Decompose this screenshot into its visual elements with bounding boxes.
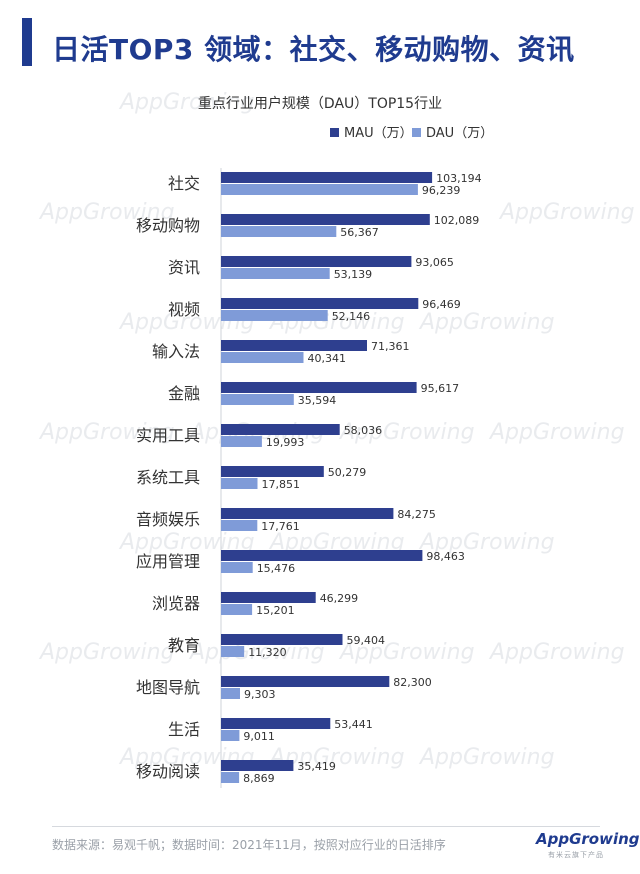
bar-mau [221,214,430,225]
data-label-dau: 11,320 [248,646,287,659]
data-source-note: 数据来源：易观千帆；数据时间：2021年11月，按照对应行业的日活排序 [52,838,446,852]
legend-label-dau: DAU（万） [426,126,493,141]
data-label-dau: 40,341 [308,352,347,365]
data-label-mau: 71,361 [371,340,410,353]
category-label: 系统工具 [136,468,200,487]
data-label-dau: 8,869 [243,772,275,785]
data-label-dau: 15,201 [256,604,295,617]
category-label: 实用工具 [136,426,200,445]
bar-dau [221,520,258,531]
data-label-mau: 96,469 [422,298,461,311]
bar-dau [221,730,240,741]
bar-mau [221,592,316,603]
brand-logo: AppGrowing [536,830,640,848]
bar-dau [221,394,294,405]
bar-mau [221,382,417,393]
legend-label-mau: MAU（万） [344,126,413,141]
data-label-mau: 82,300 [393,676,432,689]
bar-chart: 重点行业用户规模（DAU）TOP15行业 MAU（万） DAU（万） 社交 103… [136,95,493,788]
data-label-mau: 98,463 [426,550,465,563]
category-label: 移动购物 [136,216,200,235]
category-label: 移动阅读 [136,762,200,781]
category-label: 输入法 [152,342,200,361]
data-label-mau: 95,617 [421,382,460,395]
category-label: 教育 [168,636,200,655]
bar-dau [221,226,337,237]
bar-mau [221,466,324,477]
bar-mau [221,424,340,435]
chart-title: 重点行业用户规模（DAU）TOP15行业 [198,95,442,112]
data-label-mau: 53,441 [334,718,373,731]
data-label-mau: 84,275 [397,508,436,521]
bar-dau [221,352,304,363]
bar-mau [221,634,343,645]
bar-mau [221,298,419,309]
data-label-dau: 19,993 [266,436,305,449]
bar-dau [221,268,330,279]
data-label-dau: 35,594 [298,394,337,407]
bar-dau [221,646,245,657]
bar-dau [221,436,262,447]
title-accent-bar [22,18,32,66]
data-label-dau: 15,476 [257,562,296,575]
data-label-mau: 50,279 [328,466,367,479]
data-label-mau: 46,299 [320,592,359,605]
category-label: 视频 [168,300,200,319]
data-label-mau: 59,404 [347,634,386,647]
bar-dau [221,310,328,321]
category-label: 生活 [168,720,200,739]
category-label: 浏览器 [152,594,200,613]
bar-dau [221,562,253,573]
data-label-mau: 102,089 [434,214,480,227]
bar-mau [221,256,412,267]
data-label-mau: 58,036 [344,424,383,437]
data-label-dau: 17,851 [262,478,301,491]
bar-mau [221,676,390,687]
brand-logo-tagline: 有米云旗下产品 [548,851,604,859]
category-label: 社交 [168,174,200,193]
page-title: 日活TOP3 领域：社交、移动购物、资讯 [52,33,575,66]
bar-dau [221,184,418,195]
data-label-dau: 9,011 [243,730,275,743]
data-label-dau: 52,146 [332,310,371,323]
data-label-dau: 53,139 [334,268,373,281]
category-label: 应用管理 [136,552,200,571]
data-label-dau: 96,239 [422,184,461,197]
data-label-dau: 9,303 [244,688,276,701]
category-label: 音频娱乐 [136,510,200,529]
data-label-dau: 56,367 [340,226,379,239]
bar-mau [221,760,294,771]
bar-mau [221,718,331,729]
legend: MAU（万） DAU（万） [330,126,493,141]
bar-dau [221,688,240,699]
legend-swatch-mau [330,128,339,137]
footer-divider [52,826,600,827]
data-label-mau: 103,194 [436,172,482,185]
bar-dau [221,478,258,489]
data-label-mau: 35,419 [297,760,336,773]
data-label-dau: 17,761 [261,520,300,533]
bar-dau [221,772,240,783]
bar-mau [221,172,433,183]
category-label: 地图导航 [136,678,200,697]
bar-mau [221,340,367,351]
bar-mau [221,508,394,519]
category-label: 资讯 [168,258,200,277]
bar-mau [221,550,423,561]
bar-dau [221,604,253,615]
category-label: 金融 [168,384,200,403]
data-label-mau: 93,065 [415,256,454,269]
legend-swatch-dau [412,128,421,137]
